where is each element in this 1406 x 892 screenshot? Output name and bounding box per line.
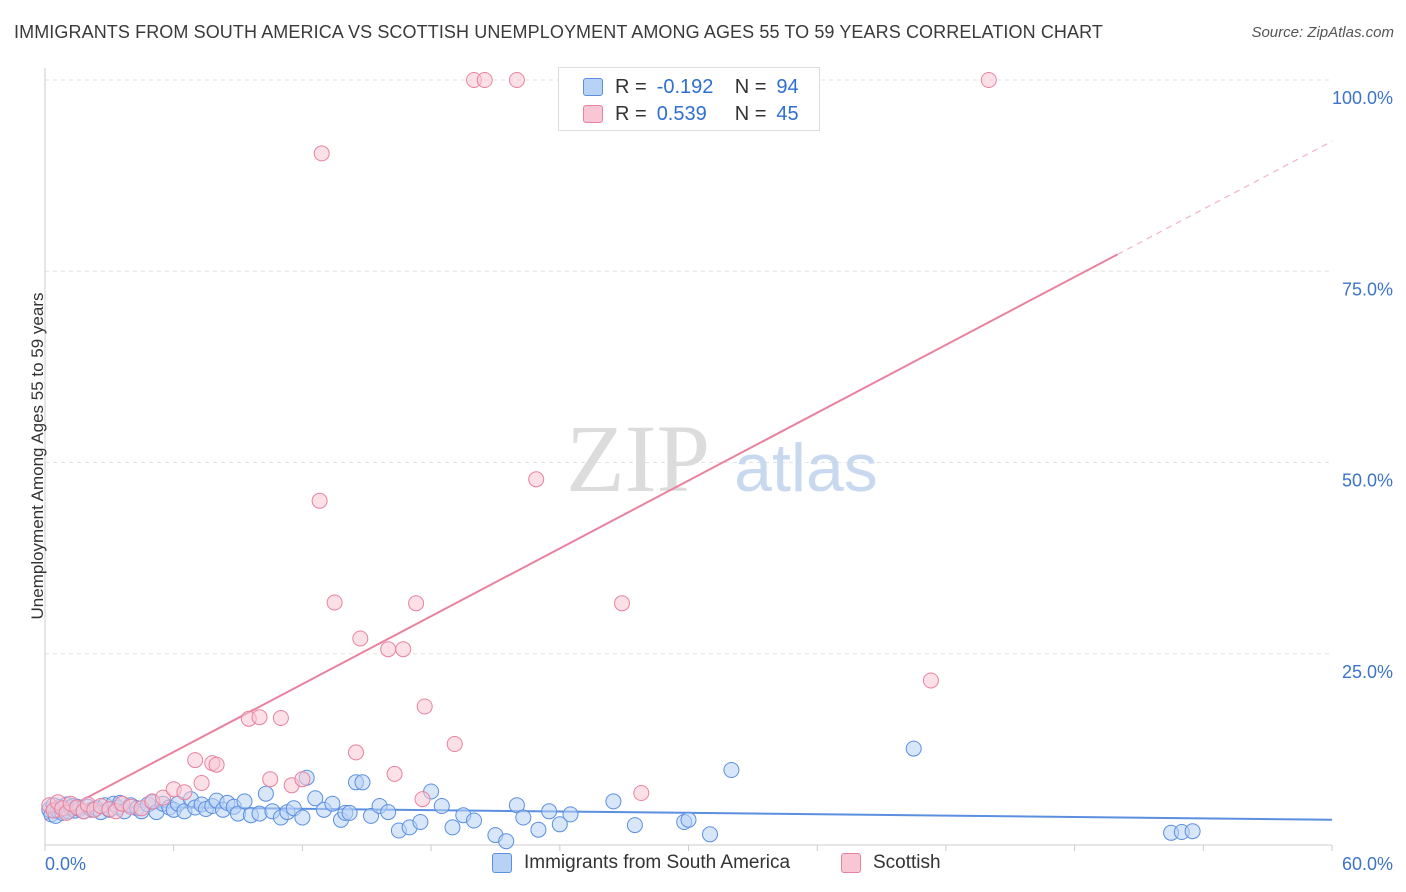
data-point xyxy=(905,740,922,757)
data-point xyxy=(528,471,545,488)
data-point xyxy=(508,72,525,88)
series-swatch-south-america xyxy=(492,853,512,873)
data-point xyxy=(251,709,268,726)
y-tick-label: 100.0% xyxy=(1332,88,1393,108)
data-point xyxy=(416,698,433,715)
trend-line-extension xyxy=(1117,140,1333,255)
data-point xyxy=(498,833,515,850)
data-point xyxy=(354,774,371,791)
watermark: ZIP atlas xyxy=(566,405,878,512)
data-point xyxy=(408,595,425,612)
data-point xyxy=(446,736,463,752)
tick-labels: 25.0% 50.0% 75.0% 100.0% 0.0% 60.0% xyxy=(45,88,1393,874)
data-point xyxy=(466,812,482,829)
data-point xyxy=(433,798,450,814)
data-point xyxy=(605,793,622,810)
series-legend-label: Scottish xyxy=(873,852,941,873)
x-tick-label: 0.0% xyxy=(45,854,86,874)
legend-row-scottish: R = 0.539 N = 45 xyxy=(583,101,799,127)
series-swatch-scottish xyxy=(841,853,861,873)
data-point xyxy=(380,641,397,658)
trend-lines xyxy=(44,140,1333,821)
data-point xyxy=(262,771,279,788)
series-legend: Immigrants from South America Scottish xyxy=(0,852,1406,878)
data-point xyxy=(680,811,697,828)
data-point xyxy=(341,804,358,821)
data-point xyxy=(980,72,997,88)
data-point xyxy=(272,710,289,726)
data-point xyxy=(348,744,364,761)
chart-title: IMMIGRANTS FROM SOUTH AMERICA VS SCOTTIS… xyxy=(14,22,1103,42)
data-point xyxy=(414,791,431,808)
legend-swatch-scottish xyxy=(583,105,603,123)
data-point xyxy=(723,762,740,778)
data-point xyxy=(614,595,630,612)
data-point xyxy=(380,804,397,821)
legend-n-value: 45 xyxy=(776,102,799,125)
y-tick-label: 75.0% xyxy=(1342,279,1393,299)
legend-n-label: N = xyxy=(734,102,767,125)
data-point xyxy=(307,790,324,807)
watermark-atlas: atlas xyxy=(734,430,878,506)
data-point xyxy=(155,789,171,806)
data-point xyxy=(313,145,330,162)
data-point xyxy=(257,785,274,802)
series-scottish-points xyxy=(41,72,997,821)
data-point xyxy=(326,594,343,611)
legend-n-label: N = xyxy=(734,75,767,98)
data-point xyxy=(412,814,429,830)
data-point xyxy=(702,826,718,843)
source-label: Source: ZipAtlas.com xyxy=(1251,24,1394,41)
data-point xyxy=(311,492,328,509)
data-point xyxy=(515,809,532,826)
legend-r-label: R = xyxy=(615,102,647,125)
legend-r-value: 0.539 xyxy=(656,102,707,125)
data-point xyxy=(208,756,225,773)
data-point xyxy=(352,630,369,647)
data-point xyxy=(476,72,493,88)
data-point xyxy=(562,806,579,823)
data-point xyxy=(294,771,311,788)
data-point xyxy=(395,641,412,658)
data-point xyxy=(530,821,547,838)
data-point xyxy=(236,793,253,810)
series-legend-label: Immigrants from South America xyxy=(524,852,791,873)
x-tick-label: 60.0% xyxy=(1342,854,1393,874)
data-point xyxy=(444,819,461,836)
legend-r-label: R = xyxy=(615,75,647,98)
data-point xyxy=(193,775,210,791)
data-point xyxy=(386,765,403,782)
data-point xyxy=(633,785,650,801)
legend-r-value: -0.192 xyxy=(656,75,714,98)
series-legend-item-scottish[interactable]: Scottish xyxy=(841,852,941,874)
axes xyxy=(44,68,1333,851)
y-tick-label: 50.0% xyxy=(1342,471,1393,491)
data-point xyxy=(541,803,558,820)
gridlines xyxy=(45,79,1332,655)
data-point xyxy=(187,752,204,769)
y-axis-label: Unemployment Among Ages 55 to 59 years xyxy=(28,292,47,620)
legend-row-south-america: R = -0.192 N = 94 xyxy=(583,74,799,100)
data-points xyxy=(41,72,1201,850)
series-legend-item-south-america[interactable]: Immigrants from South America xyxy=(492,852,790,874)
y-tick-label: 25.0% xyxy=(1342,662,1393,682)
correlation-legend: R = -0.192 N = 94 R = 0.539 N = 45 xyxy=(558,67,820,131)
data-point xyxy=(294,809,311,826)
data-point xyxy=(626,817,643,834)
watermark-zip: ZIP xyxy=(566,405,710,512)
data-point xyxy=(176,784,193,801)
data-point xyxy=(551,816,568,833)
data-point xyxy=(324,795,341,812)
legend-n-value: 94 xyxy=(776,75,799,98)
legend-swatch-south-america xyxy=(583,78,603,96)
data-point xyxy=(1184,823,1201,840)
data-point xyxy=(922,672,939,689)
trend-line-scottish xyxy=(44,253,1118,821)
